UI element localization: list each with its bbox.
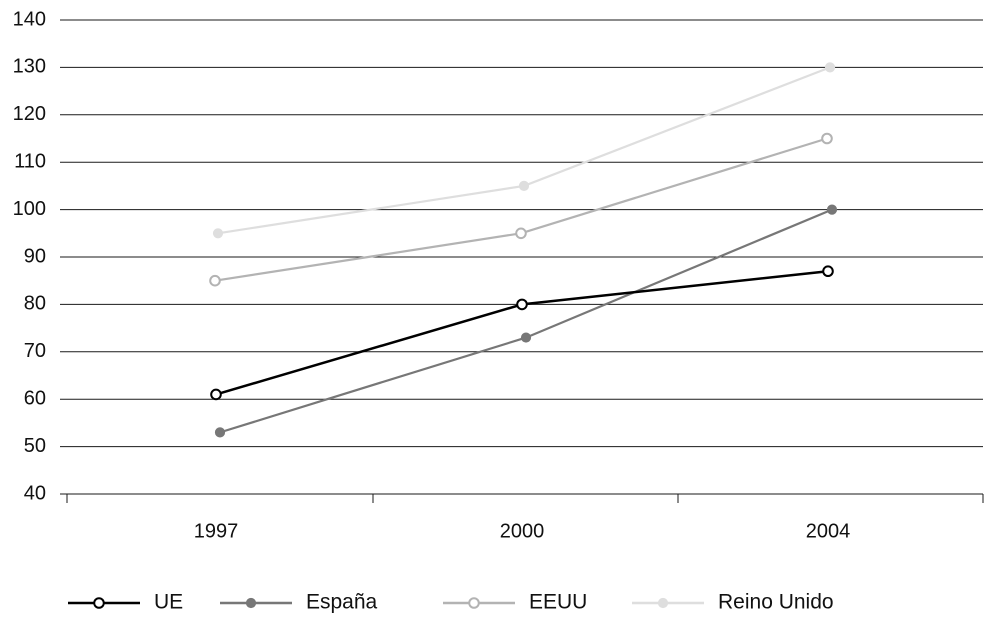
legend-marker-reino-unido: [657, 597, 669, 609]
point-ue-2000: [516, 298, 528, 311]
y-tick-label-90: 90: [24, 245, 46, 267]
point-eeuu-1997: [209, 274, 221, 287]
legend-item-eeuu: EEUU: [443, 591, 587, 614]
y-tick-label-120: 120: [13, 103, 46, 125]
y-tick-label-70: 70: [24, 340, 46, 362]
point-ue-2004: [822, 265, 834, 278]
point-españa-2000: [520, 332, 532, 343]
y-tick-label-140: 140: [13, 8, 46, 30]
y-axis-tick-labels: 40 50 60 70 80 90 100 110 120 130 140: [13, 8, 46, 504]
y-tick-label-40: 40: [24, 482, 46, 504]
series-ue: [210, 265, 834, 401]
series-line-reino-unido: [217, 66, 831, 235]
y-tick-label-100: 100: [13, 198, 46, 220]
legend-item-reino-unido: Reino Unido: [632, 591, 834, 614]
legend: UE España EEUU Reino Unido: [68, 591, 834, 614]
y-tick-label-110: 110: [14, 150, 46, 172]
point-reino-unido-1997: [212, 228, 224, 239]
legend-item-españa: España: [220, 591, 378, 614]
series-eeuu: [209, 132, 833, 287]
point-españa-2004: [826, 204, 838, 215]
x-axis: 1997 2000 2004: [66, 494, 984, 542]
legend-label-eeuu: EEUU: [529, 591, 587, 614]
point-reino-unido-2004: [824, 62, 836, 73]
point-ue-1997: [210, 388, 222, 401]
y-tick-label-80: 80: [24, 293, 46, 315]
y-tick-label-130: 130: [13, 56, 46, 78]
y-tick-label-60: 60: [24, 387, 46, 409]
series-lines: [209, 62, 838, 438]
legend-label-reino-unido: Reino Unido: [718, 591, 834, 614]
series-españa: [214, 204, 838, 438]
series-reino-unido: [212, 62, 836, 239]
grid-lines: [60, 19, 983, 495]
legend-item-ue: UE: [68, 591, 183, 614]
point-reino-unido-2000: [518, 180, 530, 191]
legend-label-ue: UE: [154, 591, 183, 614]
x-tick-label-1997: 1997: [194, 520, 239, 542]
legend-marker-ue: [93, 597, 105, 609]
legend-marker-eeuu: [468, 597, 480, 609]
point-españa-1997: [214, 427, 226, 438]
y-tick-label-50: 50: [24, 435, 46, 457]
point-eeuu-2000: [515, 227, 527, 240]
series-line-ue: [215, 269, 829, 396]
legend-label-españa: España: [306, 591, 378, 614]
legend-marker-españa: [245, 597, 257, 609]
x-tick-label-2000: 2000: [500, 520, 545, 542]
point-eeuu-2004: [821, 132, 833, 145]
x-tick-label-2004: 2004: [806, 520, 851, 542]
